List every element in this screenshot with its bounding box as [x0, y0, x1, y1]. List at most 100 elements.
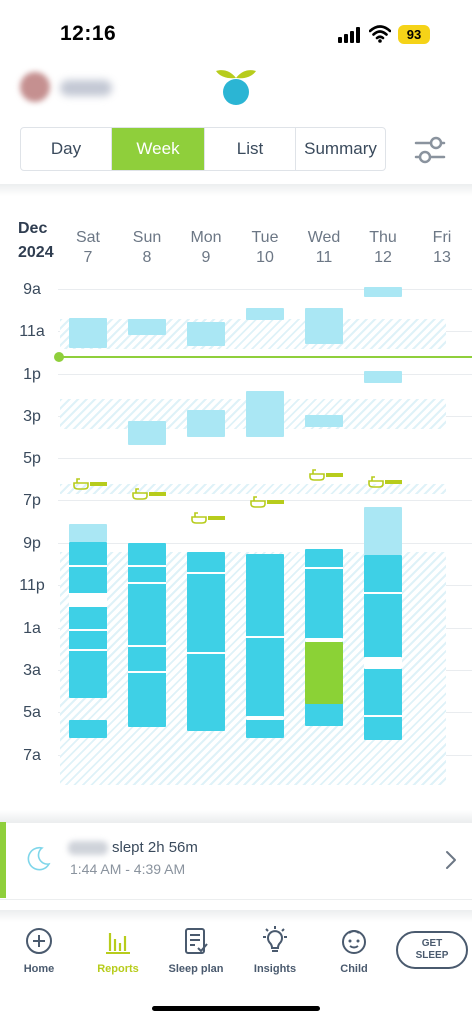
recommended-bedtime-window [60, 484, 446, 494]
night-sleep-block[interactable] [128, 543, 166, 727]
view-tabs: Day Week List Summary [20, 127, 386, 171]
chevron-right-icon[interactable] [444, 850, 458, 870]
day-column-header[interactable]: Mon 9 [181, 228, 231, 268]
nav-label: Sleep plan [168, 963, 224, 975]
night-sleep-block[interactable] [246, 554, 284, 738]
bar-chart-icon [106, 933, 130, 954]
bath-icon[interactable] [131, 487, 171, 501]
app-logo-icon [216, 70, 256, 105]
get-sleep-line1: GET [421, 938, 443, 949]
tab-list[interactable]: List [205, 128, 296, 170]
nav-child[interactable]: Child [319, 925, 389, 975]
day-column-header[interactable]: Fri 13 [417, 228, 467, 268]
hour-label: 11a [19, 323, 45, 340]
bottom-nav-divider [0, 910, 472, 922]
hour-label: 5a [23, 704, 41, 721]
checklist-icon [185, 928, 208, 954]
year-label: 2024 [18, 244, 54, 261]
bath-icon[interactable] [190, 511, 230, 525]
nav-insights[interactable]: Insights [240, 925, 310, 975]
bath-icon[interactable] [367, 475, 407, 489]
current-time-line [58, 356, 472, 358]
hour-label: 1p [23, 366, 41, 383]
baby-face-icon [342, 930, 366, 954]
day-number: 8 [142, 249, 152, 266]
selected-sleep-block[interactable] [305, 642, 343, 704]
nap-block[interactable] [364, 371, 402, 383]
child-name-blurred [68, 841, 108, 855]
bath-icon[interactable] [249, 495, 289, 509]
current-time-dot [54, 352, 64, 362]
nav-sleep-plan[interactable]: Sleep plan [161, 925, 231, 975]
day-name: Wed [307, 229, 341, 246]
nap-block[interactable] [69, 318, 107, 348]
status-time: 12:16 [60, 22, 117, 45]
nav-label: Reports [97, 963, 139, 975]
bedtime-block[interactable] [69, 524, 107, 542]
chart-divider [0, 810, 472, 822]
nap-block[interactable] [305, 308, 343, 344]
header-divider [0, 184, 472, 196]
nap-block[interactable] [187, 410, 225, 437]
day-name: Fri [432, 229, 452, 246]
card-accent-bar [0, 822, 6, 898]
day-number: 12 [374, 249, 392, 266]
filter-settings-icon[interactable] [412, 132, 448, 168]
selected-sleep-card[interactable] [0, 822, 472, 900]
sleep-time-range: 1:44 AM - 4:39 AM [70, 861, 186, 877]
tab-day[interactable]: Day [21, 128, 112, 170]
nap-block[interactable] [364, 287, 402, 297]
nap-block[interactable] [128, 319, 166, 335]
hour-label: 9a [23, 281, 41, 298]
nap-block[interactable] [128, 421, 166, 445]
nap-block[interactable] [246, 308, 284, 320]
nav-reports[interactable]: Reports [83, 925, 153, 975]
nap-block[interactable] [246, 391, 284, 437]
night-sleep-block[interactable] [187, 552, 225, 731]
recommended-nap-window [60, 319, 446, 349]
wifi-icon [369, 25, 391, 43]
cellular-signal-icon [338, 27, 362, 43]
sleep-duration: slept 2h 56m [112, 839, 198, 856]
gridline [58, 458, 472, 459]
bedtime-block[interactable] [364, 507, 402, 555]
day-column-header[interactable]: Thu 12 [358, 228, 408, 268]
nav-label: Home [23, 963, 55, 975]
day-column-header[interactable]: Sat 7 [63, 228, 113, 268]
day-column-header[interactable]: Sun 8 [122, 228, 172, 268]
day-name: Mon [190, 229, 222, 246]
nap-block[interactable] [187, 322, 225, 346]
nav-label: Child [340, 963, 368, 975]
hour-label: 7p [23, 492, 41, 509]
nav-home[interactable]: Home [4, 925, 74, 975]
bath-icon[interactable] [72, 477, 112, 491]
tab-week[interactable]: Week [112, 128, 205, 170]
plus-circle-icon [26, 928, 52, 954]
day-name: Tue [251, 229, 279, 246]
get-sleep-button[interactable]: GET SLEEP [396, 931, 468, 969]
night-sleep-block[interactable] [69, 720, 107, 738]
night-sleep-block[interactable] [69, 542, 107, 698]
night-sleep-block[interactable] [364, 555, 402, 740]
gridline [58, 374, 472, 375]
gridline [58, 543, 472, 544]
day-number: 7 [83, 249, 93, 266]
child-avatar[interactable] [20, 72, 50, 102]
bath-icon[interactable] [308, 468, 348, 482]
hour-label: 9p [23, 535, 41, 552]
lightbulb-icon [263, 926, 287, 952]
day-name: Sun [132, 229, 162, 246]
child-name-blurred [60, 80, 112, 96]
nap-block[interactable] [305, 415, 343, 427]
get-sleep-line2: SLEEP [415, 950, 449, 961]
nav-label: Insights [253, 963, 297, 975]
tab-summary[interactable]: Summary [304, 139, 377, 158]
hour-label: 11p [19, 577, 45, 594]
day-number: 10 [256, 249, 274, 266]
hour-label: 5p [23, 450, 41, 467]
day-column-header[interactable]: Wed 11 [299, 228, 349, 268]
day-column-header[interactable]: Tue 10 [240, 228, 290, 268]
hour-label: 3p [23, 408, 41, 425]
hour-label: 7a [23, 747, 41, 764]
hour-label: 1a [23, 620, 41, 637]
